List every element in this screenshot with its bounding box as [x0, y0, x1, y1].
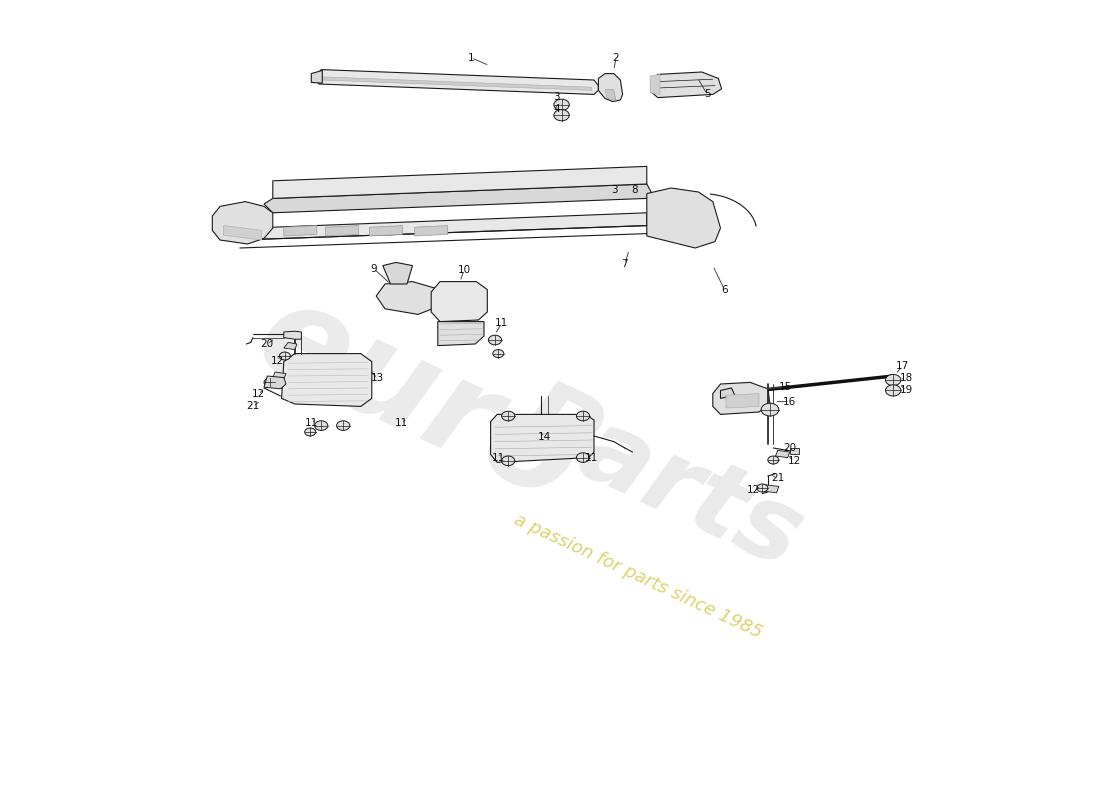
Polygon shape — [491, 414, 594, 462]
Text: 14: 14 — [538, 432, 551, 442]
Circle shape — [553, 99, 570, 110]
Circle shape — [576, 453, 590, 462]
Polygon shape — [438, 322, 484, 346]
Polygon shape — [651, 72, 722, 98]
Polygon shape — [282, 354, 372, 406]
Polygon shape — [598, 74, 623, 102]
Polygon shape — [383, 262, 412, 284]
Polygon shape — [647, 188, 720, 248]
Text: 12: 12 — [271, 356, 284, 366]
Polygon shape — [264, 184, 651, 213]
Polygon shape — [315, 70, 598, 94]
Polygon shape — [763, 485, 779, 493]
Text: 12: 12 — [747, 486, 760, 495]
Circle shape — [757, 484, 768, 492]
Polygon shape — [370, 226, 403, 236]
Circle shape — [502, 456, 515, 466]
Text: 8: 8 — [631, 185, 638, 194]
Polygon shape — [264, 376, 286, 389]
Text: 12: 12 — [788, 456, 801, 466]
Text: 11: 11 — [492, 453, 505, 462]
Polygon shape — [311, 70, 322, 83]
Text: 1: 1 — [468, 53, 474, 62]
Text: 13: 13 — [371, 374, 384, 383]
Text: 7: 7 — [621, 259, 628, 269]
Polygon shape — [415, 226, 448, 236]
Polygon shape — [726, 394, 759, 408]
Text: 3: 3 — [553, 92, 560, 102]
Circle shape — [315, 421, 328, 430]
Polygon shape — [273, 372, 286, 379]
Text: 11: 11 — [495, 318, 508, 328]
Polygon shape — [321, 77, 592, 90]
Polygon shape — [240, 213, 647, 240]
Circle shape — [279, 352, 290, 360]
Text: 19: 19 — [900, 386, 913, 395]
Text: 21: 21 — [771, 474, 784, 483]
Text: 21: 21 — [246, 402, 260, 411]
Polygon shape — [223, 226, 262, 240]
Text: Parts: Parts — [502, 370, 818, 590]
Text: 3: 3 — [612, 185, 618, 194]
Circle shape — [488, 335, 502, 345]
Circle shape — [493, 350, 504, 358]
Polygon shape — [650, 74, 660, 94]
Polygon shape — [431, 282, 487, 322]
Circle shape — [886, 374, 901, 386]
Text: 18: 18 — [900, 374, 913, 383]
Text: 6: 6 — [722, 286, 728, 295]
Text: 11: 11 — [395, 418, 408, 428]
Text: 15: 15 — [779, 382, 792, 392]
Circle shape — [502, 411, 515, 421]
Circle shape — [264, 378, 275, 386]
Text: 20: 20 — [261, 339, 274, 349]
Text: 9: 9 — [371, 264, 377, 274]
Text: euro: euro — [238, 270, 598, 530]
Circle shape — [553, 110, 570, 121]
Circle shape — [886, 385, 901, 396]
Text: 2: 2 — [613, 53, 619, 62]
Circle shape — [761, 403, 779, 416]
Polygon shape — [605, 90, 616, 100]
Text: 5: 5 — [704, 90, 711, 99]
Text: 10: 10 — [458, 266, 471, 275]
Text: 11: 11 — [305, 418, 318, 428]
Text: a passion for parts since 1985: a passion for parts since 1985 — [512, 510, 764, 642]
Polygon shape — [284, 342, 297, 350]
Polygon shape — [713, 382, 770, 414]
Circle shape — [768, 456, 779, 464]
Polygon shape — [790, 448, 799, 454]
Polygon shape — [284, 226, 317, 236]
Polygon shape — [273, 166, 647, 198]
Polygon shape — [376, 282, 440, 314]
Circle shape — [305, 428, 316, 436]
Text: 4: 4 — [553, 104, 560, 114]
Polygon shape — [776, 450, 790, 458]
Text: 11: 11 — [585, 453, 598, 462]
Polygon shape — [720, 388, 735, 398]
Text: 16: 16 — [783, 397, 796, 406]
Circle shape — [576, 411, 590, 421]
Text: 12: 12 — [252, 390, 265, 399]
Text: 20: 20 — [783, 443, 796, 453]
Polygon shape — [284, 331, 301, 339]
Polygon shape — [326, 226, 359, 236]
Polygon shape — [212, 202, 273, 244]
Circle shape — [337, 421, 350, 430]
Text: 17: 17 — [895, 362, 909, 371]
